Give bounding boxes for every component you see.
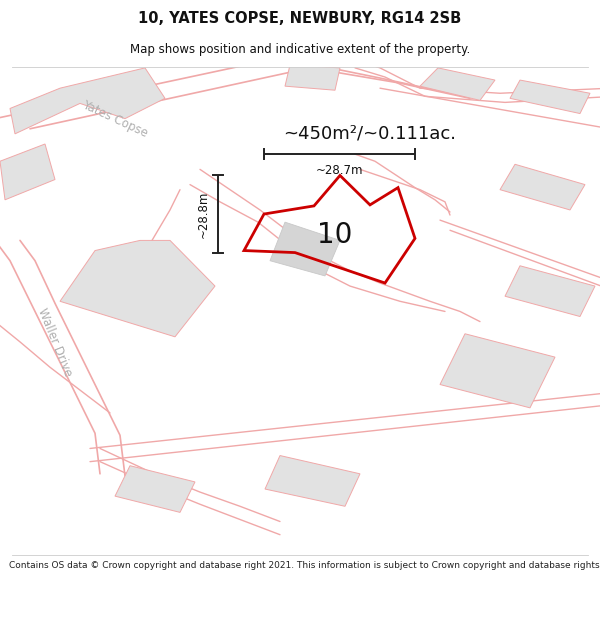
Text: Map shows position and indicative extent of the property.: Map shows position and indicative extent… (130, 43, 470, 56)
Polygon shape (510, 80, 590, 114)
Polygon shape (115, 466, 195, 512)
Text: ~28.7m: ~28.7m (316, 164, 363, 177)
Polygon shape (60, 241, 215, 337)
Text: Waller Drive: Waller Drive (35, 306, 74, 378)
Text: ~28.8m: ~28.8m (197, 191, 210, 238)
Polygon shape (500, 164, 585, 210)
Polygon shape (440, 334, 555, 408)
Text: 10: 10 (317, 221, 353, 249)
Text: ~450m²/~0.111ac.: ~450m²/~0.111ac. (284, 125, 457, 143)
Text: Contains OS data © Crown copyright and database right 2021. This information is : Contains OS data © Crown copyright and d… (9, 561, 600, 569)
Polygon shape (0, 144, 55, 200)
Polygon shape (270, 222, 340, 276)
Polygon shape (265, 456, 360, 506)
Polygon shape (505, 266, 595, 316)
Polygon shape (285, 65, 340, 90)
Text: Yates Copse: Yates Copse (80, 98, 150, 139)
Polygon shape (420, 68, 495, 101)
Text: 10, YATES COPSE, NEWBURY, RG14 2SB: 10, YATES COPSE, NEWBURY, RG14 2SB (139, 11, 461, 26)
Polygon shape (10, 68, 165, 134)
